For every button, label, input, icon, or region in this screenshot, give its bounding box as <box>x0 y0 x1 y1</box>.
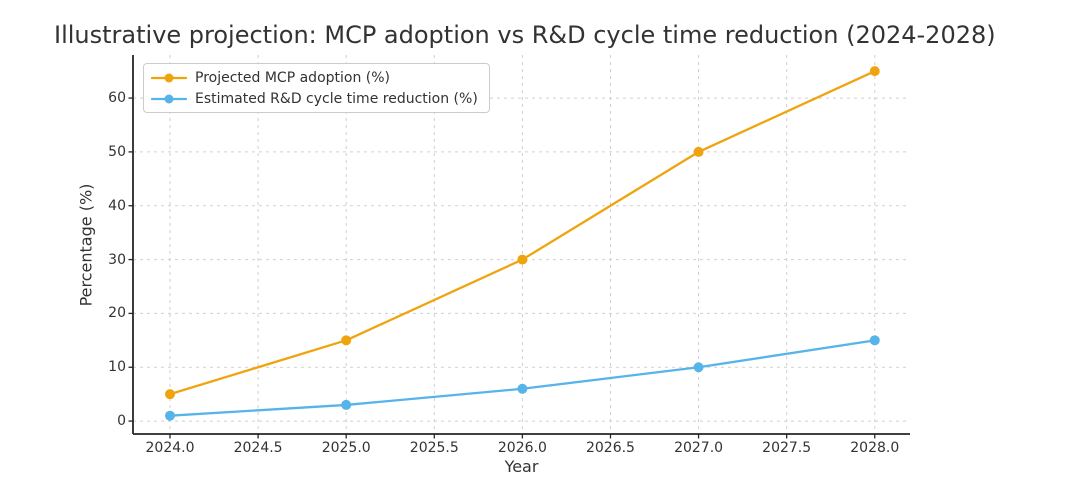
y-tick-label: 30 <box>108 251 126 268</box>
legend-item: Estimated R&D cycle time reduction (%) <box>151 88 478 109</box>
y-tick-label: 40 <box>108 197 126 214</box>
data-point-marker <box>517 254 528 265</box>
y-tick-label: 20 <box>108 305 126 322</box>
x-tick-label: 2027.0 <box>674 440 724 456</box>
legend-label: Projected MCP adoption (%) <box>195 69 391 86</box>
data-point-marker <box>693 362 704 373</box>
y-tick-label: 0 <box>117 413 126 430</box>
legend-line-marker-swatch <box>151 94 187 103</box>
y-tick-label: 10 <box>108 359 126 376</box>
y-tick-label: 60 <box>108 90 126 107</box>
x-axis-label: Year <box>504 457 539 476</box>
x-tick-label: 2028.0 <box>850 440 900 456</box>
x-tick-label: 2026.5 <box>585 440 635 456</box>
legend-label: Estimated R&D cycle time reduction (%) <box>195 90 478 107</box>
legend: Projected MCP adoption (%) Estimated R&D … <box>143 63 490 113</box>
x-tick-label: 2027.5 <box>762 440 812 456</box>
data-point-marker <box>869 335 880 346</box>
legend-item: Projected MCP adoption (%) <box>151 67 478 88</box>
x-tick-label: 2024.5 <box>233 440 283 456</box>
y-tick-label: 50 <box>108 143 126 160</box>
data-point-marker <box>341 399 352 410</box>
x-tick-label: 2026.0 <box>497 440 547 456</box>
data-point-marker <box>341 335 352 346</box>
data-point-marker <box>165 389 175 400</box>
chart-title: Illustrative projection: MCP adoption vs… <box>54 21 996 49</box>
data-point-marker <box>869 66 880 77</box>
x-tick-label: 2025.5 <box>409 440 459 456</box>
x-tick-label: 2025.0 <box>321 440 371 456</box>
x-tick-label: 2024.0 <box>145 440 195 456</box>
data-point-marker <box>693 146 704 157</box>
data-point-marker <box>165 410 175 421</box>
data-point-marker <box>517 383 528 394</box>
legend-line-marker-swatch <box>151 73 187 82</box>
